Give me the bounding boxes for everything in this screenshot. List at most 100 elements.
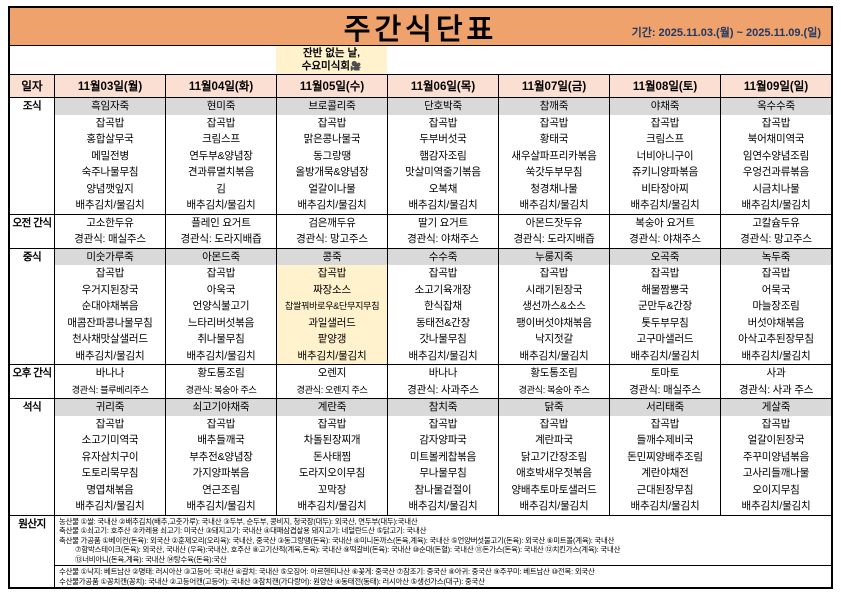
menu-item: 배추김치/물김치 bbox=[630, 500, 700, 512]
menu-item: 미숫가루죽 bbox=[55, 248, 165, 265]
menu-item: 잡곡밥 bbox=[317, 417, 347, 430]
section-label: 오전 간식 bbox=[12, 216, 52, 229]
menu-item: 경관식: 야채주스 bbox=[629, 233, 701, 245]
menu-item: 잡곡밥 bbox=[95, 417, 125, 430]
menu-cell: 딸기 요거트 경관식: 야채주스 bbox=[387, 214, 498, 248]
origin-content: 농산물 ①쌀: 국내산 ②배추김치(배추,고춧가루): 국내산 ③두부, 순두부… bbox=[54, 515, 831, 588]
menu-item: 메밀전병 bbox=[91, 149, 129, 162]
menu-item: 배추김치/물김치 bbox=[186, 349, 256, 362]
menu-item: 경관식: 매실주스 bbox=[74, 233, 146, 245]
menu-cell: 고소한두유 경관식: 매실주스 bbox=[54, 214, 165, 248]
menu-item: 찹쌀꿔바로우&단무지무침 bbox=[284, 301, 380, 311]
menu-cell: 플레인 요거트 경관식: 도라지배즙 bbox=[165, 214, 276, 248]
section-label: 석식 bbox=[22, 401, 42, 413]
menu-item: 천사채맛살샐러드 bbox=[72, 333, 148, 345]
notice-empty-corner bbox=[10, 46, 54, 74]
menu-cell: 오곡죽 잡곡밥 해물짬뽕국 군만두&간장 톳두부무침 고구마샐러드 배추김치/물김치 bbox=[609, 248, 720, 364]
menu-item: 잡곡밥 bbox=[539, 417, 569, 430]
menu-item: 올방개묵&양념장 bbox=[295, 166, 369, 178]
menu-item: 마늘장조림 bbox=[752, 300, 800, 312]
menu-cell: 아몬드잣두유 경관식: 도라지배즙 bbox=[498, 214, 609, 248]
menu-cell: 콩죽 잡곡밥 짜장소스 찹쌀꿔바로우&단무지무침 과일샐러드 팥양갱 배추김치/물김치 bbox=[276, 248, 387, 364]
menu-item: 배추김치/물김치 bbox=[297, 500, 367, 512]
menu-item: 우거지된장국 bbox=[81, 283, 139, 296]
section-label: 조식 bbox=[22, 100, 42, 112]
menu-item: 오이지무침 bbox=[752, 483, 800, 496]
origin-label: 원산지 bbox=[18, 517, 46, 530]
menu-item: 경관식: 도라지배즙 bbox=[513, 233, 595, 245]
section-label: 오후 간식 bbox=[12, 367, 52, 379]
menu-item: 토마토 bbox=[650, 367, 680, 379]
menu-item: 잡곡밥 bbox=[650, 267, 680, 279]
menu-item: 바나나 bbox=[428, 367, 458, 379]
menu-item: 배추김치/물김치 bbox=[408, 349, 478, 362]
menu-item: 배추김치/물김치 bbox=[408, 199, 478, 211]
menu-item: 양념깻잎지 bbox=[86, 182, 134, 195]
menu-item: 차돌된장찌개 bbox=[303, 434, 361, 446]
menu-item: 동그랑땡 bbox=[313, 149, 351, 162]
menu-item: 경관식: 오렌지 주스 bbox=[296, 384, 368, 395]
origin-line: 축산물 ①쇠고기: 호주산 ②카레용 쇠고기: 미국산 ③돼지고기: 국내산 ④… bbox=[59, 526, 427, 536]
menu-item: 해물짬뽕국 bbox=[641, 283, 689, 296]
menu-item: 경관식: 사과주스 bbox=[407, 383, 479, 396]
menu-item: 배추김치/물김치 bbox=[75, 349, 145, 362]
menu-item: 경관식: 망고주스 bbox=[740, 233, 812, 245]
menu-item: 배추들깨국 bbox=[197, 434, 245, 446]
menu-item: 배추김치/물김치 bbox=[519, 500, 589, 512]
menu-item: 녹두죽 bbox=[721, 248, 831, 265]
section-row: 중식 미숫가루죽 잡곡밥 우거지된장국 순대야채볶음 매콤잔파콩나물무침 천사채맛살샐러드 배… bbox=[10, 247, 831, 364]
menu-item: 맑은콩나물국 bbox=[303, 133, 361, 145]
menu-item: 잡곡밥 bbox=[206, 267, 236, 279]
origin-row: 원산지 농산물 ①쌀: 국내산 ②배추김치(배추,고춧가루): 국내산 ③두부, … bbox=[10, 514, 831, 588]
menu-item: 잡곡밥 bbox=[206, 116, 236, 129]
menu-item: 고구마샐러드 bbox=[636, 333, 694, 345]
menu-cell: 황도통조림 경관식: 복숭아 주스 bbox=[498, 365, 609, 398]
menu-item: 황도통조림 bbox=[530, 367, 578, 379]
menu-item: 바나나 bbox=[95, 367, 125, 379]
menu-cell: 단호박죽 잡곡밥 두부버섯국 햄감자조림 맛살미역줄기볶음 오복채 배추김치/물김치 bbox=[387, 98, 498, 214]
menu-item: 잡곡밥 bbox=[539, 267, 569, 279]
menu-item: 잡곡밥 bbox=[206, 417, 236, 430]
menu-item: 게살죽 bbox=[721, 399, 831, 416]
menu-item: 가지양파볶음 bbox=[192, 467, 250, 479]
menu-item: 잡곡밥 bbox=[428, 417, 458, 430]
page-title: 주간식단표 bbox=[343, 13, 498, 46]
section-row: 조식 흑임자죽 잡곡밥 홍합살무국 메밀전병 숙주나물무침 양념깻잎지 배추김치/물김치 현미죽… bbox=[10, 97, 831, 214]
date-header: 11월04일(화) bbox=[165, 75, 276, 97]
menu-item: 옥수수죽 bbox=[721, 98, 831, 115]
section-row: 오전 간식 고소한두유 경관식: 매실주스 플레인 요거트 경관식: 도라지배즙 검은깨두… bbox=[10, 213, 831, 248]
menu-item: 계란죽 bbox=[277, 399, 387, 416]
menu-item: 배추김치/물김치 bbox=[297, 349, 367, 362]
menu-item: 잡곡밥 bbox=[317, 267, 347, 279]
menu-cell: 황도통조림 경관식: 복숭아 주스 bbox=[165, 365, 276, 398]
menu-item: 두부버섯국 bbox=[419, 133, 467, 145]
menu-item: 경관식: 사과 주스 bbox=[738, 383, 814, 396]
menu-item: 부추전&양념장 bbox=[189, 450, 253, 463]
notice-empty-cell bbox=[498, 46, 609, 74]
menu-item: 아삭고추된장무침 bbox=[738, 333, 814, 345]
menu-item: 애호박새우젓볶음 bbox=[516, 467, 592, 479]
menu-item: 잡곡밥 bbox=[539, 116, 569, 129]
notice-empty-cell bbox=[54, 46, 165, 74]
menu-item: 황도통조림 bbox=[197, 367, 245, 379]
menu-item: 느타리버섯볶음 bbox=[187, 316, 255, 329]
date-header: 11월06일(목) bbox=[387, 75, 498, 97]
menu-item: 잡곡밥 bbox=[317, 116, 347, 129]
menu-item: 아몬드죽 bbox=[166, 248, 276, 265]
menu-item: 김 bbox=[216, 182, 226, 195]
menu-item: 근대된장무침 bbox=[636, 483, 694, 496]
menu-item: 쇠고기야채죽 bbox=[166, 399, 276, 416]
section-label: 중식 bbox=[22, 250, 42, 263]
notice-line: 수요미식회🎥 bbox=[301, 60, 362, 72]
menu-cell: 귀리죽 잡곡밥 소고기미역국 유자삼치구이 도토리묵무침 명엽채볶음 배추김치/물김치 bbox=[54, 399, 165, 515]
menu-item: 딸기 요거트 bbox=[417, 216, 469, 229]
menu-item: 군만두&간장 bbox=[637, 300, 693, 312]
date-corner-label: 일자 bbox=[10, 75, 54, 97]
menu-item: 소고기육개장 bbox=[414, 283, 472, 296]
menu-cell: 야채죽 잡곡밥 크림스프 너비아니구이 쥬키니양파볶음 비타장아찌 배추김치/물김치 bbox=[609, 98, 720, 214]
menu-item: 배추김치/물김치 bbox=[741, 349, 811, 362]
menu-item: 명엽채볶음 bbox=[86, 483, 134, 496]
menu-cell: 브로콜리죽 잡곡밥 맑은콩나물국 동그랑땡 올방개묵&양념장 얼갈이나물 배추김치/물김치 bbox=[276, 98, 387, 214]
menu-item: 도라지오이무침 bbox=[298, 467, 366, 479]
